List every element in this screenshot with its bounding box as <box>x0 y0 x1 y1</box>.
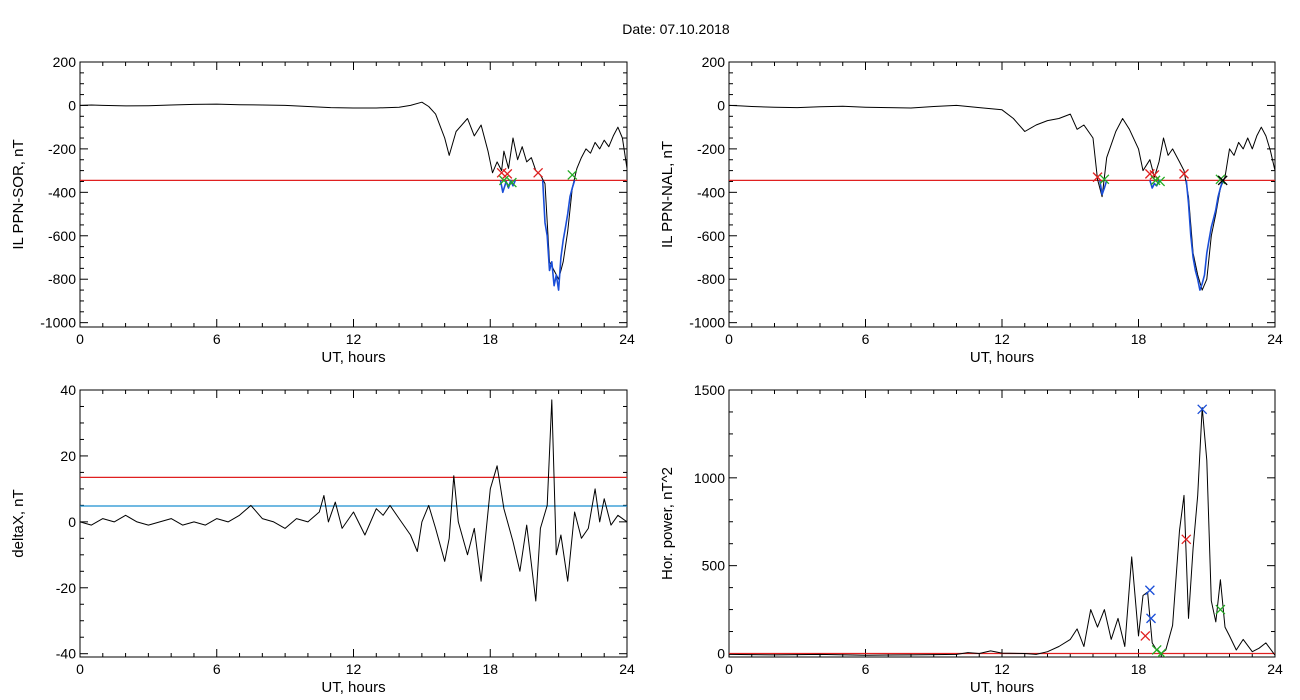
y-axis-label: IL PPN-SOR, nT <box>10 139 27 249</box>
plot-frame <box>79 389 628 658</box>
y-tick-label: 40 <box>60 382 76 398</box>
event-marker <box>506 177 517 188</box>
x-tick-label: 24 <box>619 331 635 347</box>
x-tick-label: 18 <box>1131 661 1147 677</box>
x-axis-label: UT, hours <box>970 679 1034 696</box>
x-tick-label: 12 <box>994 331 1010 347</box>
event-marker <box>533 167 544 178</box>
y-tick-label: -1000 <box>689 315 725 331</box>
event-marker <box>1146 613 1156 624</box>
y-tick-label: -800 <box>697 271 725 287</box>
event-marker <box>567 169 578 180</box>
x-tick-label: 24 <box>1267 661 1283 677</box>
event-marker <box>1092 172 1103 183</box>
panel-deltax: 0 6 12 18 24 40 20 0 -20 -40 UT, hours deltaX, nT <box>10 382 635 696</box>
y-tick-label: -20 <box>56 580 76 596</box>
x-tick-label: 12 <box>346 331 362 347</box>
plot-frame <box>728 61 1276 328</box>
y-axis-label: deltaX, nT <box>10 489 27 557</box>
series-line <box>1185 180 1224 291</box>
plot-area <box>80 101 627 291</box>
x-tick-label: 0 <box>725 331 733 347</box>
plot-area <box>729 404 1275 657</box>
x-axis-label: UT, hours <box>321 679 385 696</box>
series-line <box>1099 180 1108 196</box>
plot-area <box>729 104 1275 291</box>
x-tick-label: 6 <box>862 661 870 677</box>
y-tick-label: 0 <box>68 514 76 530</box>
series-line <box>729 407 1275 656</box>
x-tick-label: 6 <box>213 331 221 347</box>
y-tick-label: -200 <box>697 141 725 157</box>
x-tick-label: 0 <box>76 331 84 347</box>
y-tick-label: -600 <box>48 228 76 244</box>
x-axis-label: UT, hours <box>321 349 385 366</box>
plot-frame <box>728 389 1276 658</box>
y-tick-label: 20 <box>60 448 76 464</box>
event-marker <box>1156 648 1167 657</box>
y-tick-label: -800 <box>48 271 76 287</box>
event-marker <box>1155 176 1166 187</box>
figure-title: Date: 07.10.2018 <box>622 21 730 37</box>
panel-nal: 0 6 12 18 24 200 0 -200 -400 -600 -800 -1000 UT, hou… <box>659 54 1283 366</box>
event-marker <box>1217 175 1228 186</box>
y-tick-label: 500 <box>702 558 726 574</box>
x-axis-label: UT, hours <box>970 349 1034 366</box>
x-tick-label: 6 <box>862 331 870 347</box>
y-tick-label: -400 <box>48 184 76 200</box>
x-tick-label: 18 <box>1131 331 1147 347</box>
panel-sor: 0 6 12 18 24 200 0 -200 -400 -600 -800 -1000 UT, hou… <box>10 54 635 366</box>
x-tick-label: 18 <box>482 661 498 677</box>
event-marker <box>1099 174 1110 185</box>
series-line <box>80 101 627 280</box>
panel-power: 0 6 12 18 24 1500 1000 500 0 UT, hours Hor. power,… <box>659 382 1283 696</box>
x-tick-label: 0 <box>725 661 733 677</box>
y-tick-label: 200 <box>702 54 726 70</box>
y-tick-label: 1500 <box>694 382 725 398</box>
x-tick-label: 18 <box>482 331 498 347</box>
y-tick-label: -1000 <box>40 315 76 331</box>
event-marker <box>498 175 509 186</box>
x-tick-label: 0 <box>76 661 84 677</box>
x-tick-label: 12 <box>346 661 362 677</box>
y-tick-label: 1000 <box>694 470 725 486</box>
y-tick-label: 200 <box>53 54 77 70</box>
x-tick-label: 6 <box>213 661 221 677</box>
event-marker <box>502 168 513 179</box>
plot-area <box>80 399 627 602</box>
x-tick-label: 12 <box>994 661 1010 677</box>
y-tick-label: -200 <box>48 141 76 157</box>
y-tick-label: 0 <box>717 645 725 661</box>
y-tick-label: -600 <box>697 228 725 244</box>
event-marker <box>1215 604 1226 615</box>
event-marker <box>1140 630 1151 641</box>
event-marker <box>1179 168 1189 179</box>
y-tick-label: 0 <box>717 97 725 113</box>
x-tick-label: 24 <box>1267 331 1283 347</box>
event-marker <box>1197 404 1208 415</box>
series-line <box>80 399 627 602</box>
series-line <box>729 104 1275 291</box>
plot-frame <box>79 61 628 328</box>
event-marker <box>1151 645 1162 655</box>
event-marker <box>1144 585 1155 596</box>
series-line <box>499 179 517 194</box>
y-tick-label: -40 <box>56 646 76 662</box>
series-line <box>541 180 576 291</box>
event-marker <box>1215 174 1226 185</box>
x-tick-label: 24 <box>619 661 635 677</box>
y-tick-label: -400 <box>697 184 725 200</box>
y-axis-label: Hor. power, nT^2 <box>659 467 676 580</box>
y-axis-label: IL PPN-NAL, nT <box>659 141 676 248</box>
y-tick-label: 0 <box>68 97 76 113</box>
event-marker <box>1181 534 1192 545</box>
